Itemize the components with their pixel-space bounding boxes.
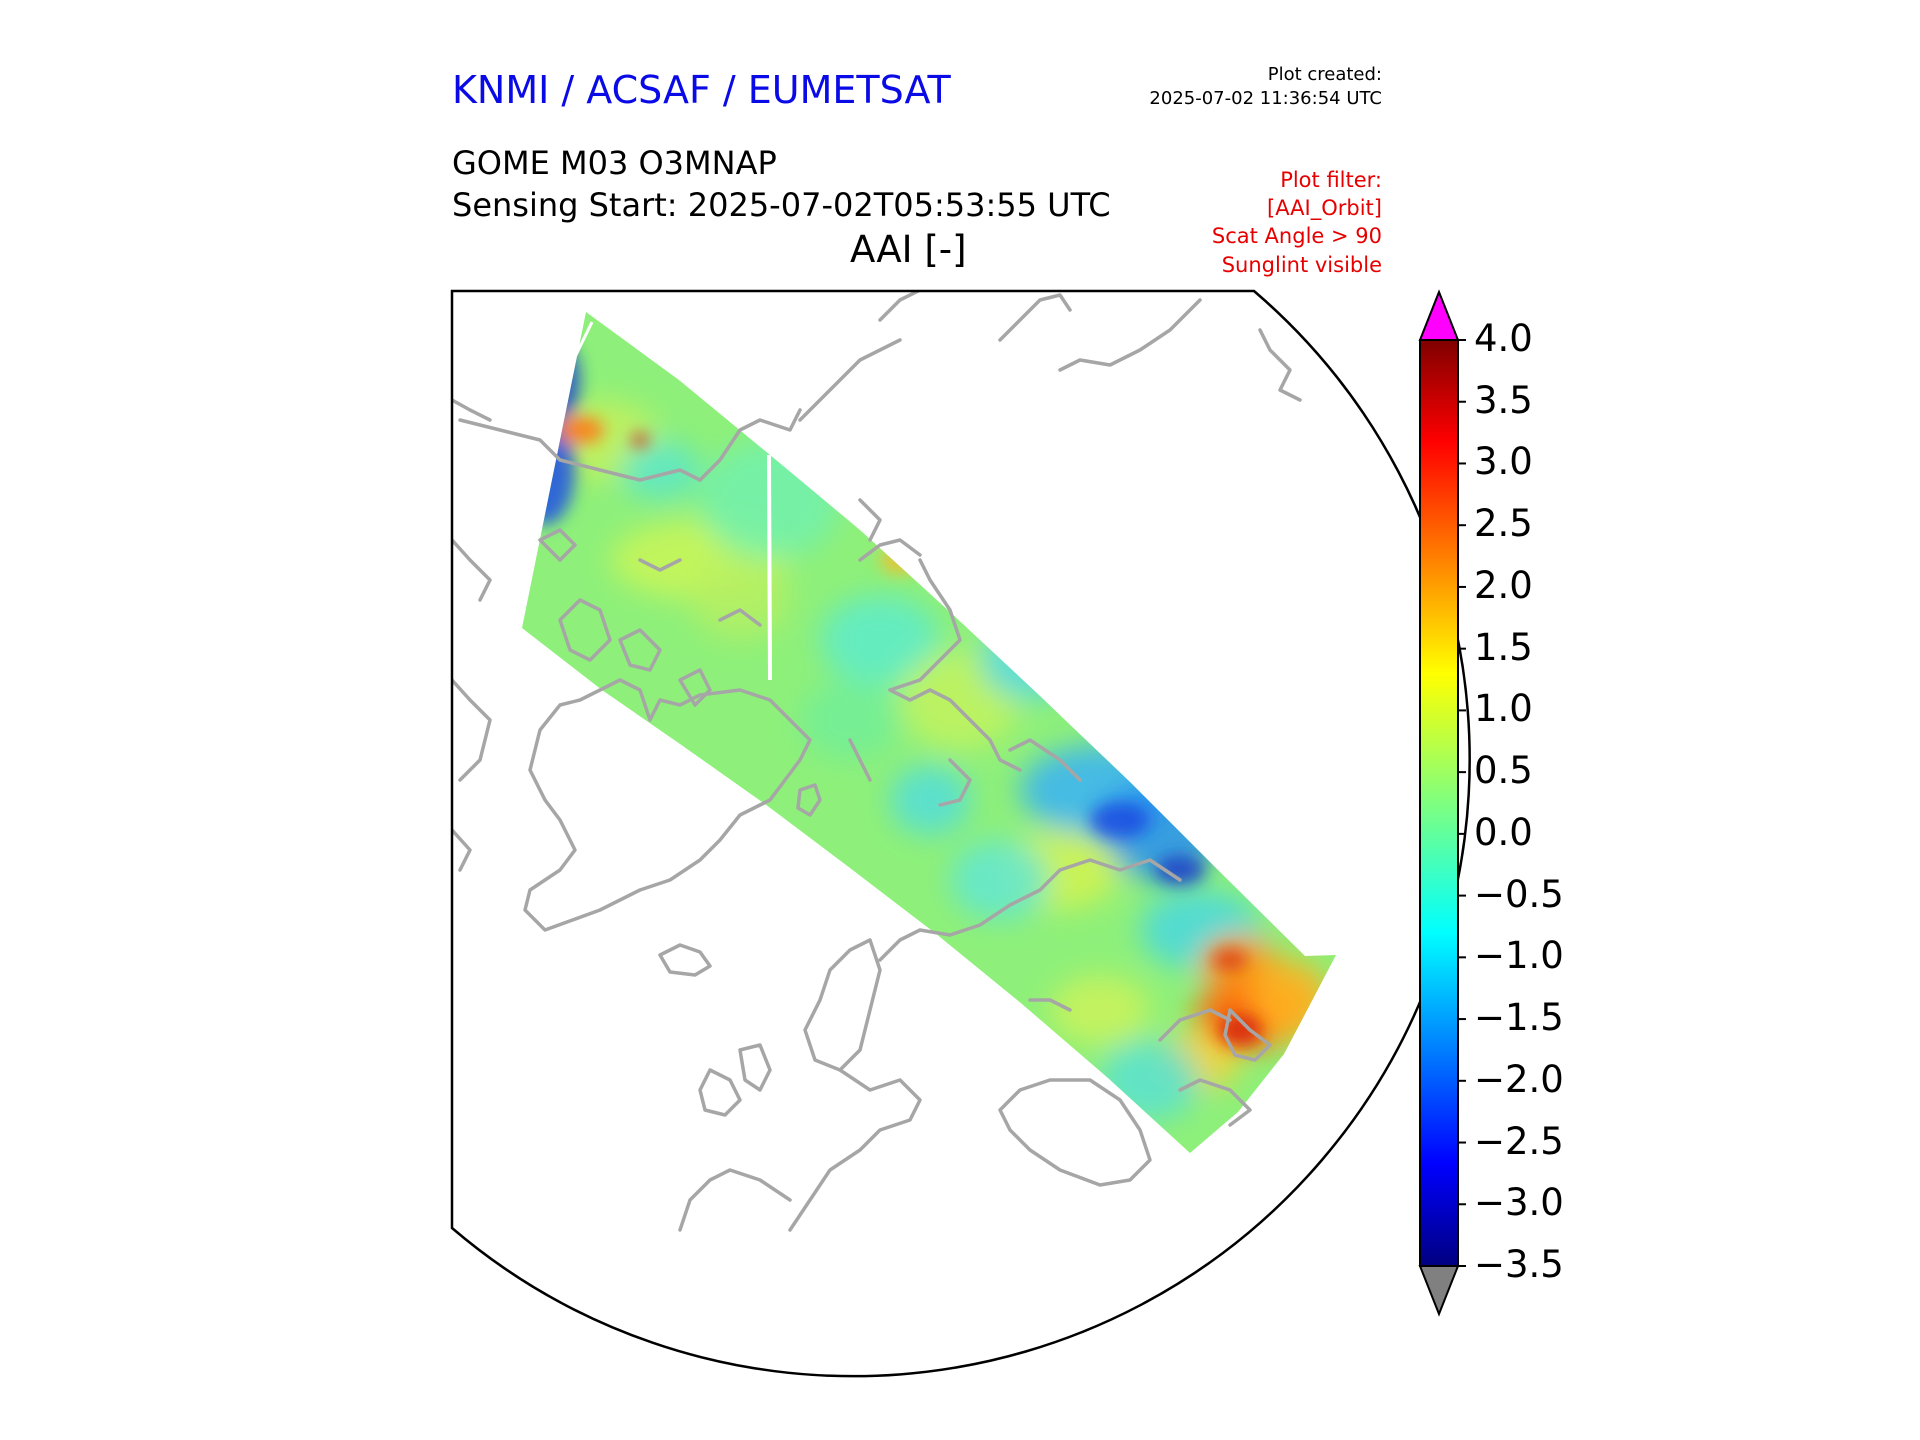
product-name: GOME M03 O3MNAP	[452, 144, 777, 182]
colorbar	[1418, 289, 1466, 1317]
sensing-start: Sensing Start: 2025-07-02T05:53:55 UTC	[452, 186, 1111, 224]
colorbar-tick-label: 3.0	[1474, 440, 1533, 484]
filter-line: Sunglint visible	[1221, 253, 1382, 277]
colorbar-over-extend	[1418, 289, 1460, 341]
colorbar-tick-label: −1.5	[1474, 996, 1564, 1040]
colorbar-tick-label: −3.0	[1474, 1181, 1564, 1225]
colorbar-tick-label: −3.5	[1474, 1243, 1564, 1286]
colorbar-frame	[1419, 339, 1459, 1267]
colorbar-tick-label: −2.5	[1474, 1119, 1564, 1163]
colorbar-tick-label: 3.5	[1474, 378, 1533, 422]
colorbar-tick-label: −2.0	[1474, 1057, 1564, 1101]
aai-swath	[520, 312, 1336, 1153]
colorbar-under-extend	[1418, 1265, 1460, 1317]
colorbar-tick-label: 0.0	[1474, 810, 1533, 854]
colorbar-tick-label: −1.0	[1474, 934, 1564, 978]
filter-line: Scat Angle > 90	[1211, 224, 1382, 248]
colorbar-tick-label: 0.5	[1474, 749, 1533, 793]
colorbar-tick-label: 2.0	[1474, 563, 1533, 607]
colorbar-gradient	[1420, 340, 1458, 1266]
filter-line: [AAI_Orbit]	[1267, 196, 1382, 220]
colorbar-tick-label: 1.5	[1474, 625, 1533, 669]
coastlines	[452, 291, 1302, 1232]
organization-title: KNMI / ACSAF / EUMETSAT	[452, 68, 951, 112]
variable-title: AAI [-]	[850, 228, 967, 271]
colorbar-tick-label: −0.5	[1474, 872, 1564, 916]
colorbar-tick-label: 1.0	[1474, 687, 1533, 731]
filter-line: Plot filter:	[1280, 168, 1382, 192]
colorbar-tick-label: 2.5	[1474, 502, 1533, 546]
plot-created-time: 2025-07-02 11:36:54 UTC	[1149, 88, 1382, 109]
plot-created-label: Plot created:	[1267, 64, 1382, 85]
colorbar-tick-label: 4.0	[1474, 317, 1533, 360]
